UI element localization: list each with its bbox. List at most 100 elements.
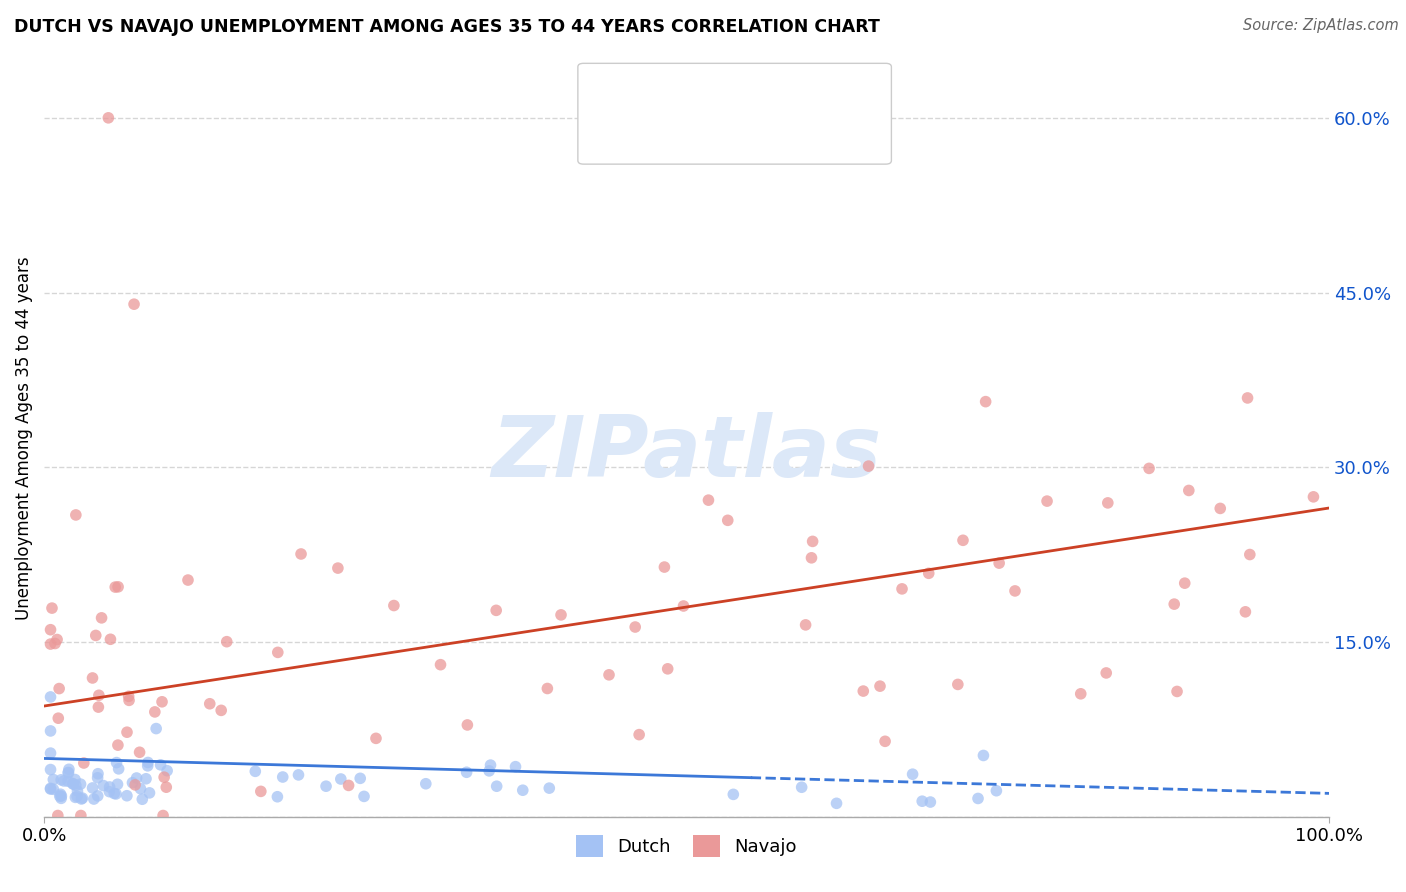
Point	[51, 791, 73, 805]
Text: N = 84: N = 84	[766, 125, 831, 143]
Point	[456, 765, 478, 780]
Point	[115, 789, 138, 803]
Point	[326, 561, 349, 575]
Legend: Dutch, Navajo: Dutch, Navajo	[569, 828, 804, 864]
Point	[122, 297, 145, 311]
Point	[364, 731, 387, 746]
Point	[39, 746, 62, 760]
Point	[150, 695, 173, 709]
Point	[52, 774, 75, 789]
Point	[654, 560, 676, 574]
Point	[98, 780, 121, 794]
Point	[66, 784, 89, 798]
Point	[825, 797, 848, 811]
Point	[266, 789, 288, 804]
Point	[86, 771, 108, 785]
Point	[505, 760, 527, 774]
Point	[382, 599, 405, 613]
Point	[250, 784, 273, 798]
Point	[87, 700, 110, 714]
Point	[672, 599, 695, 613]
Point	[103, 787, 125, 801]
Point	[93, 779, 115, 793]
Point	[117, 690, 139, 704]
Point	[65, 778, 87, 792]
Point	[972, 748, 994, 763]
Point	[105, 787, 128, 801]
Point	[62, 776, 84, 790]
Text: R =  0.362: R = 0.362	[637, 125, 745, 143]
Point	[485, 779, 508, 793]
Point	[58, 765, 80, 780]
Point	[82, 671, 104, 685]
Point	[70, 808, 93, 822]
Point	[39, 637, 62, 651]
Point	[44, 636, 66, 650]
Point	[550, 607, 572, 622]
Point	[538, 781, 561, 796]
Point	[337, 779, 360, 793]
Point	[794, 618, 817, 632]
Point	[39, 763, 62, 777]
Point	[479, 758, 502, 772]
Point	[723, 788, 745, 802]
Point	[353, 789, 375, 804]
Point	[952, 533, 974, 548]
Point	[90, 611, 112, 625]
Point	[84, 628, 107, 642]
Point	[1166, 684, 1188, 698]
Point	[39, 782, 62, 797]
Point	[920, 795, 942, 809]
Point	[69, 777, 91, 791]
Point	[1236, 391, 1258, 405]
Point	[87, 766, 110, 780]
Point	[287, 768, 309, 782]
Point	[124, 778, 146, 792]
Point	[329, 772, 352, 786]
Text: Source: ZipAtlas.com: Source: ZipAtlas.com	[1243, 18, 1399, 33]
Point	[152, 808, 174, 822]
Point	[48, 681, 70, 696]
Point	[1163, 597, 1185, 611]
Point	[512, 783, 534, 797]
Point	[875, 734, 897, 748]
Point	[49, 787, 72, 801]
Point	[46, 711, 69, 725]
Point	[73, 756, 96, 770]
Point	[429, 657, 451, 672]
Point	[46, 808, 69, 822]
Point	[135, 772, 157, 786]
Point	[100, 632, 122, 647]
Point	[115, 725, 138, 739]
Point	[136, 759, 159, 773]
Point	[143, 705, 166, 719]
Point	[624, 620, 647, 634]
Point	[39, 781, 62, 796]
Point	[65, 790, 87, 805]
Point	[918, 566, 941, 581]
Point	[628, 728, 651, 742]
Point	[41, 601, 63, 615]
Point	[104, 580, 127, 594]
Text: ZIPatlas: ZIPatlas	[492, 412, 882, 495]
Point	[245, 764, 267, 779]
Point	[70, 792, 93, 806]
Point	[87, 789, 110, 803]
Point	[1095, 665, 1118, 680]
Point	[536, 681, 558, 696]
Point	[128, 745, 150, 759]
Point	[198, 697, 221, 711]
Point	[63, 772, 86, 787]
Point	[1004, 583, 1026, 598]
Y-axis label: Unemployment Among Ages 35 to 44 years: Unemployment Among Ages 35 to 44 years	[15, 256, 32, 620]
Point	[129, 781, 152, 796]
Point	[1239, 548, 1261, 562]
Point	[62, 777, 84, 791]
Point	[800, 550, 823, 565]
Point	[97, 111, 120, 125]
Point	[267, 645, 290, 659]
Point	[1036, 494, 1059, 508]
Point	[988, 556, 1011, 570]
Point	[415, 777, 437, 791]
Point	[136, 756, 159, 770]
